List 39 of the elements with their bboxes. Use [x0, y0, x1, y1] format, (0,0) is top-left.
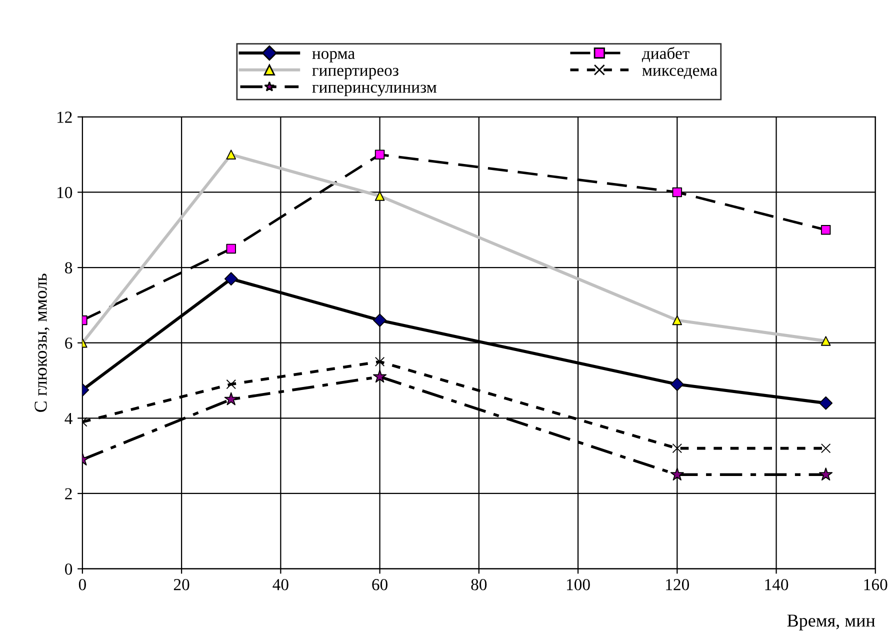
x-axis-title: Время, мин [787, 614, 875, 630]
x-tick-label: 160 [864, 579, 888, 590]
y-tick-label: 8 [65, 262, 72, 274]
y-tick-label: 0 [65, 564, 72, 575]
legend-label: диабет [642, 46, 690, 62]
x-tick-label: 120 [666, 579, 690, 590]
point [820, 225, 831, 235]
point [374, 356, 385, 367]
x-tick-label: 0 [78, 579, 86, 590]
y-tick-label: 12 [58, 112, 72, 123]
x-tick-label: 60 [372, 579, 388, 590]
point [374, 150, 385, 160]
x-tick-label: 20 [174, 579, 190, 590]
point [373, 314, 386, 327]
legend-label: гиперинсулинизм [312, 84, 437, 96]
point [670, 378, 684, 391]
legend-label: микседема [642, 68, 718, 79]
y-tick-label: 10 [58, 186, 72, 198]
point [672, 443, 682, 454]
y-tick-label: 4 [64, 412, 72, 424]
point [672, 187, 682, 198]
legend-label: гипертиреоз [312, 68, 398, 80]
point [820, 443, 831, 454]
y-axis-title: С глюкозы, ммоль [34, 274, 50, 412]
point [819, 396, 833, 410]
point [226, 150, 236, 160]
point [820, 336, 831, 346]
x-tick-label: 100 [567, 579, 590, 590]
y-tick-label: 6 [65, 338, 72, 349]
y-tick-label: 2 [65, 488, 72, 500]
x-tick-label: 80 [471, 579, 487, 590]
point [226, 379, 236, 390]
point [224, 272, 238, 286]
point [374, 191, 385, 201]
point [226, 244, 236, 254]
legend-label: норма [312, 51, 355, 62]
x-tick-label: 40 [272, 579, 288, 590]
point [672, 315, 682, 326]
x-tick-label: 140 [765, 579, 788, 590]
